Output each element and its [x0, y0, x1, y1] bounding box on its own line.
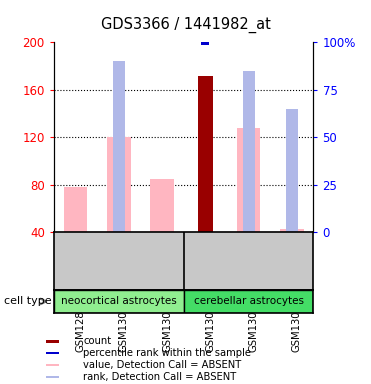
Bar [113, 61, 125, 232]
Bar [243, 71, 255, 232]
Text: percentile rank within the sample: percentile rank within the sample [83, 348, 251, 358]
Bar [201, 40, 209, 45]
Text: cell type: cell type [4, 296, 51, 306]
Bar [46, 352, 59, 354]
Text: cerebellar astrocytes: cerebellar astrocytes [194, 296, 303, 306]
Bar [184, 290, 313, 313]
Bar [46, 364, 59, 366]
Bar [54, 290, 184, 313]
Text: value, Detection Call = ABSENT: value, Detection Call = ABSENT [83, 360, 242, 370]
Text: neocortical astrocytes: neocortical astrocytes [61, 296, 177, 306]
Bar [63, 187, 87, 232]
Bar [280, 229, 304, 232]
Bar [198, 76, 213, 232]
Text: GDS3366 / 1441982_at: GDS3366 / 1441982_at [101, 17, 270, 33]
Bar [150, 179, 174, 232]
Bar [286, 109, 298, 232]
Bar [46, 340, 59, 343]
Bar [237, 128, 260, 232]
Text: rank, Detection Call = ABSENT: rank, Detection Call = ABSENT [83, 372, 236, 382]
Bar [46, 376, 59, 379]
Bar [107, 137, 131, 232]
Text: count: count [83, 336, 111, 346]
